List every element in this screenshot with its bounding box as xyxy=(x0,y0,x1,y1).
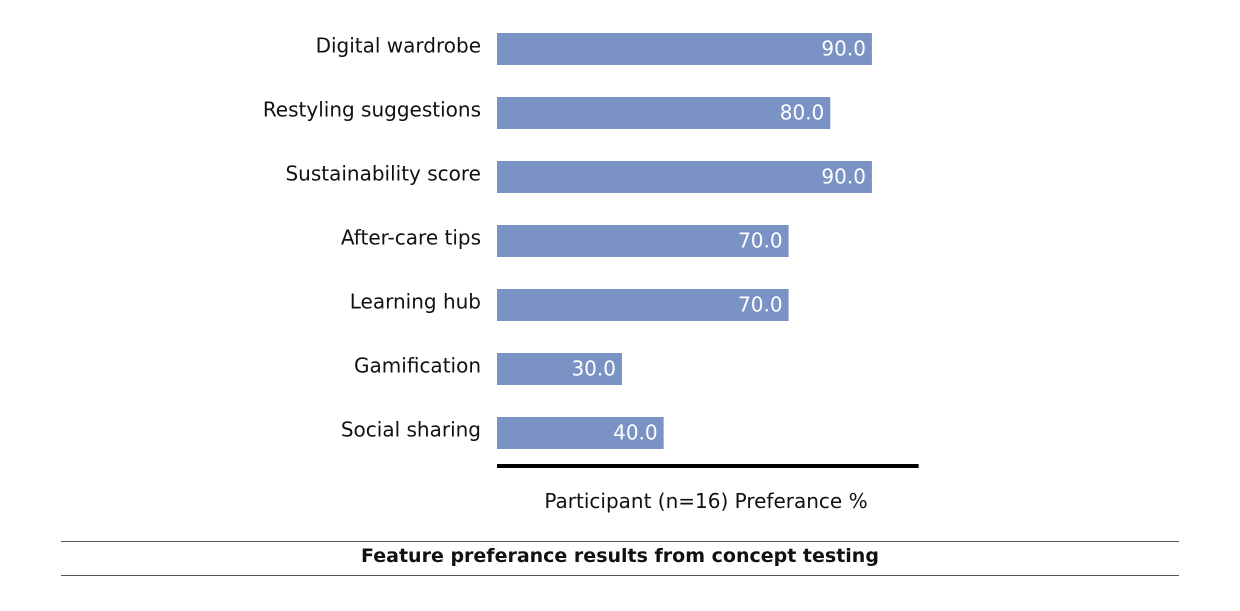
bar-restyling-suggestions xyxy=(497,97,831,129)
caption-top-rule xyxy=(61,541,1179,542)
category-label: Sustainability score xyxy=(285,162,481,186)
bar-after-care-tips xyxy=(497,225,789,257)
category-label: Gamification xyxy=(354,354,481,378)
value-label: 90.0 xyxy=(821,37,866,61)
x-axis-title: Participant (n=16) Preferance % xyxy=(544,489,867,513)
category-label: Social sharing xyxy=(341,418,481,442)
bar-digital-wardrobe xyxy=(497,33,872,65)
bar-social-sharing xyxy=(497,417,664,449)
value-label: 80.0 xyxy=(780,101,825,125)
value-label: 70.0 xyxy=(738,229,783,253)
caption-bottom-rule xyxy=(61,575,1179,576)
value-label: 30.0 xyxy=(571,357,616,381)
bars-group: Digital wardrobe 90.0 Restyling suggestion… xyxy=(263,33,872,449)
value-label: 40.0 xyxy=(613,421,658,445)
figure-caption: Feature preferance results from concept … xyxy=(361,545,879,567)
bar-sustainability-score xyxy=(497,161,872,193)
category-label: Restyling suggestions xyxy=(263,98,481,122)
bar-learning-hub xyxy=(497,289,789,321)
category-label: Learning hub xyxy=(350,290,481,314)
bar-gamification xyxy=(497,353,622,385)
value-label: 70.0 xyxy=(738,293,783,317)
value-label: 90.0 xyxy=(821,165,866,189)
category-label: Digital wardrobe xyxy=(316,34,481,58)
bar-chart: Digital wardrobe 90.0 Restyling suggestion… xyxy=(263,33,919,513)
category-label: After-care tips xyxy=(341,226,481,250)
